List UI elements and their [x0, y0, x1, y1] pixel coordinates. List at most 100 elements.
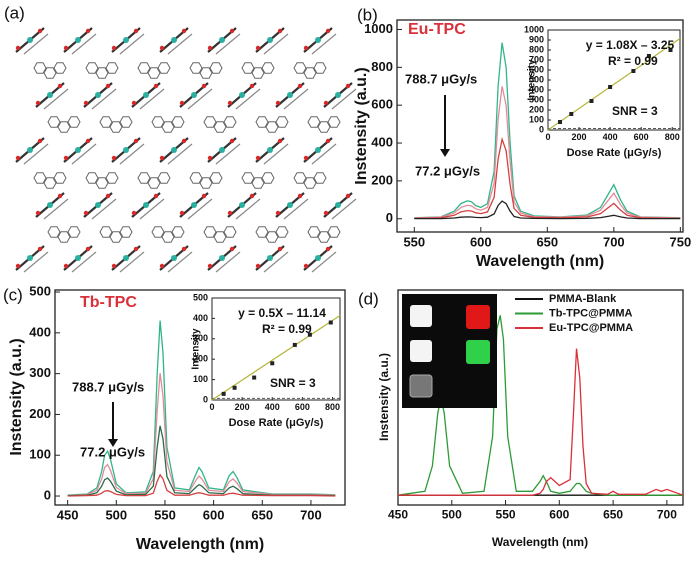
atom — [207, 155, 213, 161]
bond — [263, 251, 289, 273]
x-tick-label: 600 — [295, 402, 310, 412]
atom — [239, 92, 245, 98]
bond — [331, 88, 357, 110]
ring — [43, 177, 57, 189]
ring — [313, 62, 327, 74]
ring — [137, 172, 151, 184]
atom — [275, 100, 281, 106]
panel-label: (d) — [358, 289, 379, 308]
ring — [53, 62, 67, 74]
x-axis-label: Wavelength (nm) — [136, 536, 264, 553]
y-tick-label: 0 — [203, 394, 208, 404]
atom — [75, 255, 81, 261]
atom — [105, 83, 111, 89]
x-tick-label: 450 — [388, 507, 408, 521]
x-tick-label: 700 — [603, 234, 625, 249]
atom — [85, 138, 91, 144]
atom — [153, 193, 159, 199]
atom — [153, 83, 159, 89]
atom — [267, 147, 273, 153]
ring — [223, 226, 237, 238]
data-point — [252, 375, 257, 380]
atom — [171, 147, 177, 153]
plot-frame — [211, 297, 341, 401]
ring — [261, 62, 275, 74]
y-tick-label: 600 — [529, 64, 544, 74]
x-tick-label: 650 — [251, 507, 273, 522]
ring — [47, 116, 61, 128]
x-tick-label: 200 — [572, 132, 587, 142]
ring — [327, 226, 341, 238]
ring — [223, 116, 237, 128]
ring — [307, 116, 321, 128]
bond — [23, 33, 49, 55]
legend-label: Tb-TPC@PMMA — [549, 307, 632, 319]
atom — [239, 202, 245, 208]
atom — [57, 193, 63, 199]
ring — [171, 226, 185, 238]
x-tick-label: 800 — [325, 402, 340, 412]
atom — [219, 255, 225, 261]
ring — [317, 231, 331, 243]
atom — [181, 28, 187, 34]
y-tick-label: 200 — [193, 354, 208, 364]
atom — [323, 210, 329, 216]
atom — [111, 263, 117, 269]
ring — [251, 177, 265, 189]
x-axis-label: Wavelength (nm) — [492, 535, 588, 549]
inset-bg — [212, 298, 340, 400]
series-group — [414, 42, 681, 220]
ring — [241, 62, 255, 74]
chart-title: Eu-TPC — [408, 21, 466, 38]
atom — [47, 92, 53, 98]
ring — [137, 62, 151, 74]
atom — [297, 83, 303, 89]
bond — [71, 251, 97, 273]
x-tick-label: 200 — [235, 402, 250, 412]
y-tick-label: 400 — [371, 134, 393, 149]
atom — [249, 83, 255, 89]
bond — [187, 198, 213, 220]
x-tick-label: 500 — [105, 507, 127, 522]
bond — [139, 198, 165, 220]
atom — [37, 138, 43, 144]
plot-frame — [54, 289, 346, 506]
y-axis-label: Instensity (a.u.) — [377, 353, 391, 441]
ring — [105, 172, 119, 184]
bond — [235, 88, 261, 110]
atom — [287, 92, 293, 98]
bond — [311, 143, 337, 165]
data-point — [646, 54, 651, 58]
data-point — [307, 332, 312, 337]
atom — [315, 147, 321, 153]
x-tick-label: 400 — [603, 132, 618, 142]
x-tick-label: 400 — [265, 402, 280, 412]
annotation: 788.7 μGy/s — [405, 71, 477, 86]
ring — [189, 172, 203, 184]
data-point — [292, 342, 297, 347]
fit-equation: y = 0.5X – 11.14 — [238, 306, 326, 320]
atom — [95, 92, 101, 98]
ring — [85, 172, 99, 184]
y-tick-label: 100 — [529, 114, 544, 124]
atom — [303, 45, 309, 51]
atom — [27, 37, 33, 43]
ring — [209, 62, 223, 74]
bond — [215, 33, 241, 55]
snr-label: SNR = 3 — [612, 104, 658, 118]
atom — [315, 37, 321, 43]
ring — [317, 121, 331, 133]
ring — [241, 172, 255, 184]
arrow-head — [108, 439, 118, 447]
photo-sample — [410, 305, 432, 327]
crystal-structure — [15, 27, 357, 273]
y-tick-label: 100 — [193, 374, 208, 384]
atom — [255, 155, 261, 161]
ring — [293, 62, 307, 74]
photo-sample — [409, 374, 433, 398]
photo-sample — [466, 340, 490, 364]
atom — [325, 28, 331, 34]
legend-label: PMMA-Blank — [549, 293, 617, 305]
x-tick-label: 600 — [549, 507, 569, 521]
